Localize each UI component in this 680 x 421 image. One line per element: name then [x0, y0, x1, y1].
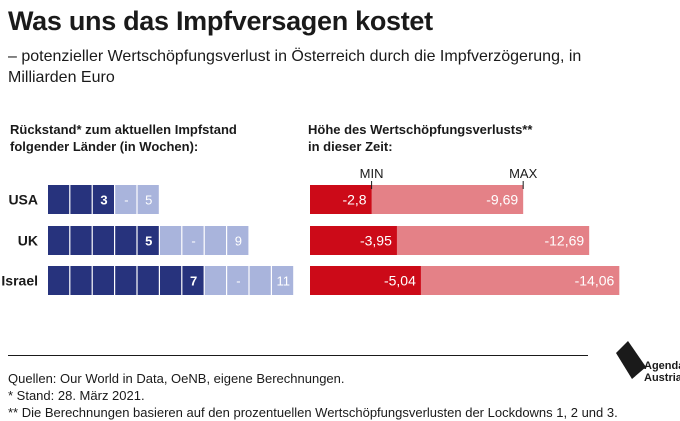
week-cell-uk-3: [92, 226, 114, 255]
week-cell-usa-2: [70, 185, 92, 214]
week-cell-israel-4: [115, 266, 137, 295]
left-header-line-2: folgender Länder (in Wochen):: [10, 139, 199, 154]
left-panel-header: Rückstand* zum aktuellen Impfstand folge…: [10, 121, 280, 155]
right-header-line-1: Höhe des Wertschöpfungsverlusts**: [308, 122, 533, 137]
week-cell-usa-1: [48, 185, 70, 214]
week-cell-israel-10: [249, 266, 271, 295]
week-cell-usa-3: [92, 185, 114, 214]
row-label-usa: USA: [8, 192, 38, 208]
min-loss-bar-usa: [310, 185, 372, 214]
week-cell-uk-4: [115, 226, 137, 255]
agenda-austria-logo-icon: [616, 341, 646, 379]
max-loss-label-usa: -9,69: [486, 192, 518, 208]
min-loss-label-israel: -5,04: [384, 273, 416, 289]
footer-source: Quellen: Our World in Data, OeNB, eigene…: [8, 371, 345, 386]
week-cell-usa-4: [115, 185, 137, 214]
week-cell-uk-9: [227, 226, 249, 255]
row-label-uk: UK: [18, 233, 38, 249]
chart-title: Was uns das Impfversagen kostet: [8, 6, 433, 36]
week-separator-israel: -: [236, 274, 240, 289]
logo-text-line-1: Agenda: [644, 360, 680, 372]
max-loss-label-israel: -14,06: [575, 273, 615, 289]
min-loss-label-uk: -3,95: [360, 233, 392, 249]
chart-subtitle: – potenzieller Wertschöpfungsverlust in …: [8, 48, 582, 86]
right-panel-header: Höhe des Wertschöpfungsverlusts** in die…: [308, 121, 578, 155]
min-marker-label: MIN: [360, 166, 384, 181]
footer: Quellen: Our World in Data, OeNB, eigene…: [8, 370, 678, 421]
week-cell-israel-7: [182, 266, 204, 295]
logo-text-line-2: Austria: [644, 372, 680, 384]
max-loss-label-uk: -12,69: [544, 233, 584, 249]
week-min-label-uk: 5: [145, 234, 152, 249]
week-cell-uk-7: [182, 226, 204, 255]
right-header-line-2: in dieser Zeit:: [308, 139, 393, 154]
min-loss-label-usa: -2,8: [342, 192, 366, 208]
left-header-line-1: Rückstand* zum aktuellen Impfstand: [10, 122, 237, 137]
week-cell-israel-5: [137, 266, 159, 295]
week-cell-israel-8: [204, 266, 226, 295]
week-cell-israel-9: [227, 266, 249, 295]
week-cell-israel-11: [272, 266, 294, 295]
week-cell-uk-2: [70, 226, 92, 255]
week-max-label-usa: 5: [145, 193, 152, 208]
week-cell-uk-1: [48, 226, 70, 255]
row-label-israel: Israel: [1, 273, 38, 289]
footer-stand: * Stand: 28. März 2021.: [8, 388, 145, 403]
week-max-label-uk: 9: [235, 234, 242, 249]
week-cell-usa-5: [137, 185, 159, 214]
week-cell-israel-2: [70, 266, 92, 295]
min-loss-bar-uk: [310, 226, 397, 255]
max-marker-label: MAX: [509, 166, 538, 181]
week-separator-usa: -: [124, 193, 128, 208]
week-cell-israel-1: [48, 266, 70, 295]
footer-note: ** Die Berechnungen basieren auf den pro…: [8, 405, 618, 420]
week-cell-uk-5: [137, 226, 159, 255]
week-cell-israel-6: [160, 266, 182, 295]
week-separator-uk: -: [191, 234, 195, 249]
week-cell-uk-6: [160, 226, 182, 255]
min-loss-bar-israel: [310, 266, 421, 295]
footer-divider: [8, 355, 588, 356]
week-cell-israel-3: [92, 266, 114, 295]
week-min-label-israel: 7: [190, 274, 197, 289]
week-max-label-israel: 11: [276, 274, 290, 289]
week-min-label-usa: 3: [100, 193, 107, 208]
week-cell-uk-8: [204, 226, 226, 255]
